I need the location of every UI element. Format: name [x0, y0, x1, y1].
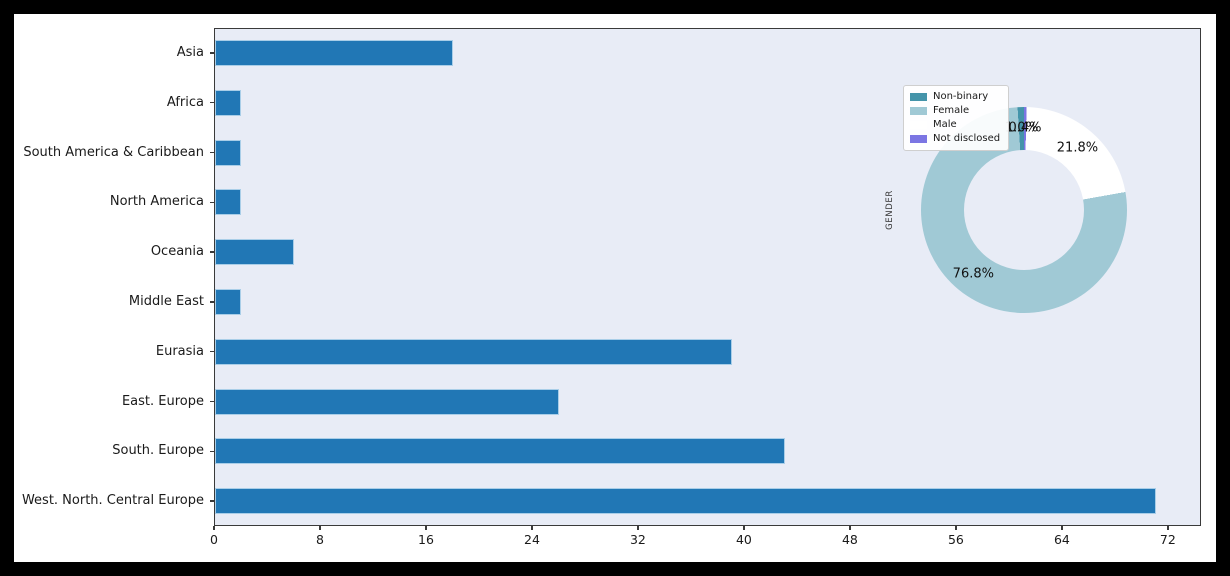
legend-item-female: Female [910, 105, 1000, 117]
bar-east-europe [215, 388, 560, 415]
y-tick-mark [210, 400, 214, 403]
gender-legend: Non-binary Female Male Not disclosed [903, 85, 1010, 151]
x-tick-label: 0 [210, 532, 218, 547]
y-tick-mark [210, 450, 214, 453]
legend-item-not-disclosed: Not disclosed [910, 133, 1000, 145]
y-category-label: South America & Caribbean [23, 144, 204, 160]
x-tick-label: 40 [735, 532, 752, 547]
x-tick-mark [1061, 526, 1063, 530]
y-category-label: North America [109, 194, 204, 210]
y-category-label: Africa [166, 94, 204, 110]
x-tick-label: 64 [1053, 532, 1070, 547]
x-tick-mark [319, 526, 321, 530]
y-tick-mark [210, 151, 214, 154]
x-tick-label: 24 [524, 532, 540, 547]
x-tick-label: 48 [841, 532, 858, 547]
bar-west-north-central-europe [215, 488, 1156, 515]
y-tick-mark [210, 500, 214, 502]
y-category-label: East. Europe [121, 393, 204, 409]
y-category-label: Eurasia [155, 343, 204, 359]
x-tick-mark [531, 526, 533, 530]
legend-label: Male [933, 119, 957, 130]
legend-swatch-icon [910, 135, 927, 143]
y-category-label: South. Europe [112, 443, 204, 459]
bar-middle-east [215, 288, 242, 315]
bar-south-europe [215, 438, 785, 465]
legend-label: Female [933, 105, 970, 116]
bar-eurasia [215, 338, 732, 365]
y-tick-mark [210, 301, 214, 303]
x-tick-label: 32 [629, 532, 646, 547]
legend-swatch-icon [910, 93, 927, 101]
x-tick-mark [1167, 526, 1169, 530]
y-category-label: Middle East [128, 293, 204, 309]
legend-swatch-icon [910, 121, 927, 129]
y-tick-mark [210, 101, 214, 104]
pct-label-not-disclosed: 0.4% [1008, 120, 1042, 136]
x-tick-label: 8 [316, 532, 324, 547]
x-tick-mark [955, 526, 957, 530]
y-category-label: West. North. Central Europe [21, 493, 204, 509]
x-tick-mark [213, 526, 215, 530]
pct-label-non-binary: 1.0% [1004, 120, 1038, 136]
y-category-label: Asia [176, 44, 204, 60]
x-tick-label: 56 [947, 532, 964, 547]
x-tick-mark [637, 526, 639, 530]
bar-south-america-caribbean [215, 139, 242, 166]
bar-africa [215, 89, 242, 116]
x-tick-mark [849, 526, 851, 530]
y-tick-mark [210, 52, 214, 54]
y-tick-mark [210, 350, 214, 353]
x-tick-label: 72 [1159, 532, 1176, 547]
bar-asia [215, 39, 454, 66]
y-category-label: Oceania [150, 244, 204, 260]
x-tick-label: 16 [418, 532, 434, 547]
bar-oceania [215, 239, 295, 266]
legend-label: Not disclosed [933, 133, 1001, 144]
legend-item-male: Male [910, 119, 1000, 131]
pct-label-female: 76.8% [952, 266, 994, 282]
pie-axis-label: GENDER [885, 190, 895, 230]
figure-canvas: Asia Africa South America & Caribbean North… [14, 14, 1216, 562]
bar-north-america [215, 189, 242, 216]
pct-label-male: 21.8% [1056, 140, 1099, 156]
y-tick-mark [210, 201, 214, 204]
gender-donut-chart [921, 107, 1127, 313]
x-tick-mark [425, 526, 427, 530]
legend-label: Non-binary [933, 91, 989, 102]
y-tick-mark [210, 251, 214, 253]
donut-hole [964, 150, 1084, 270]
legend-item-non-binary: Non-binary [910, 91, 1000, 103]
x-tick-mark [743, 526, 745, 530]
legend-swatch-icon [910, 107, 927, 115]
